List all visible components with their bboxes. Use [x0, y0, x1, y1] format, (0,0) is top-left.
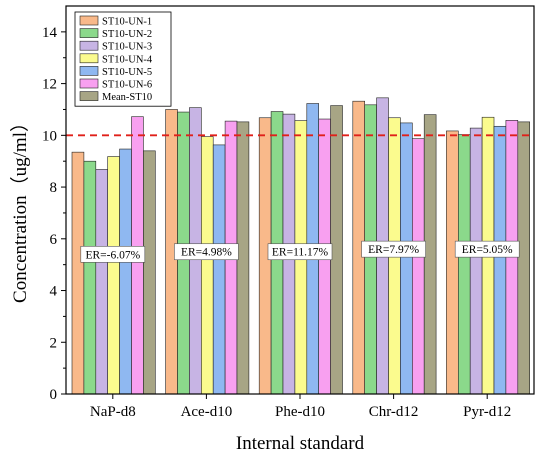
- legend-label: ST10-UN-6: [102, 80, 152, 91]
- y-tick-label: 2: [50, 335, 58, 351]
- bar-st10-un-2-nap-d8: [83, 160, 97, 395]
- bar-st10-un-3-pyr-d12: [469, 127, 483, 395]
- legend-label: Mean-ST10: [102, 92, 152, 103]
- legend-swatch: [79, 53, 99, 64]
- x-tick-label: Phe-d10: [275, 404, 325, 420]
- y-tick-label: 6: [50, 232, 58, 248]
- y-tick-label: 8: [50, 180, 58, 196]
- bar-mean-st10-phe-d10: [330, 105, 343, 395]
- x-axis-title: Internal standard: [236, 433, 365, 454]
- bar-st10-un-5-pyr-d12: [493, 125, 507, 395]
- axes-layer: 0 2 4 6 8 10 12 14 NaP-d8 Ace-d10 Phe-d10 Chr-d12 Py…: [42, 5, 535, 420]
- bar-st10-un-2-pyr-d12: [457, 134, 471, 395]
- bar-mean-st10-pyr-d12: [517, 121, 530, 395]
- x-tick-label: Pyr-d12: [463, 404, 511, 420]
- x-tick-label: Ace-d10: [181, 404, 233, 420]
- y-axis-title: Concentration（ug/ml）: [9, 113, 31, 303]
- legend-swatch: [79, 28, 99, 38]
- er-label-phe-d10: ER=11.17%: [272, 247, 329, 259]
- y-tick-label: 12: [42, 77, 57, 93]
- bar-st10-un-5-chr-d12: [400, 122, 413, 395]
- bar-st10-un-4-nap-d8: [107, 156, 120, 395]
- y-tick-label: 4: [50, 284, 58, 300]
- bar-mean-st10-nap-d8: [143, 150, 156, 395]
- er-label-box-ace-d10: [174, 243, 239, 261]
- er-label-box-chr-d12: [361, 240, 426, 258]
- annotations-layer: ER=-6.07% ER=4.98% ER=11.17% ER=7.97% ER=5.0…: [80, 240, 520, 263]
- bar-st10-un-5-nap-d8: [119, 148, 132, 395]
- er-label-box-phe-d10: [267, 243, 333, 261]
- er-label-box-pyr-d12: [454, 240, 520, 258]
- y-tick-label: 10: [42, 128, 57, 144]
- y-tick-label: 0: [50, 387, 58, 403]
- bar-mean-st10-ace-d10: [236, 121, 250, 395]
- legend-swatch: [79, 66, 99, 76]
- legend-label: ST10-UN-2: [102, 29, 152, 40]
- er-label-nap-d8: ER=-6.07%: [85, 249, 140, 261]
- x-tick-label: NaP-d8: [90, 404, 136, 420]
- legend-swatch: [79, 91, 99, 101]
- bar-st10-un-3-nap-d8: [95, 169, 109, 395]
- er-label-pyr-d12: ER=5.05%: [462, 244, 513, 256]
- legend-label: ST10-UN-3: [102, 42, 152, 53]
- legend-swatch: [79, 40, 99, 51]
- er-label-box-nap-d8: [80, 246, 146, 263]
- bar-st10-un-5-ace-d10: [212, 144, 226, 395]
- bar-mean-st10-chr-d12: [423, 114, 437, 395]
- bar-st10-un-6-chr-d12: [411, 138, 425, 395]
- er-label-chr-d12: ER=7.97%: [368, 244, 419, 256]
- y-tick-label: 14: [42, 25, 58, 41]
- bar-st10-un-4-ace-d10: [201, 136, 214, 395]
- legend-swatch: [79, 78, 99, 89]
- x-tick-label: Chr-d12: [369, 404, 419, 420]
- bar-st10-un-1-pyr-d12: [446, 130, 459, 395]
- legend-label: ST10-UN-5: [102, 67, 152, 78]
- legend-swatch: [79, 15, 99, 26]
- bar-st10-un-1-nap-d8: [71, 151, 85, 395]
- legend-label: ST10-UN-1: [102, 17, 152, 28]
- legend-label: ST10-UN-4: [102, 54, 153, 65]
- er-label-ace-d10: ER=4.98%: [181, 247, 232, 259]
